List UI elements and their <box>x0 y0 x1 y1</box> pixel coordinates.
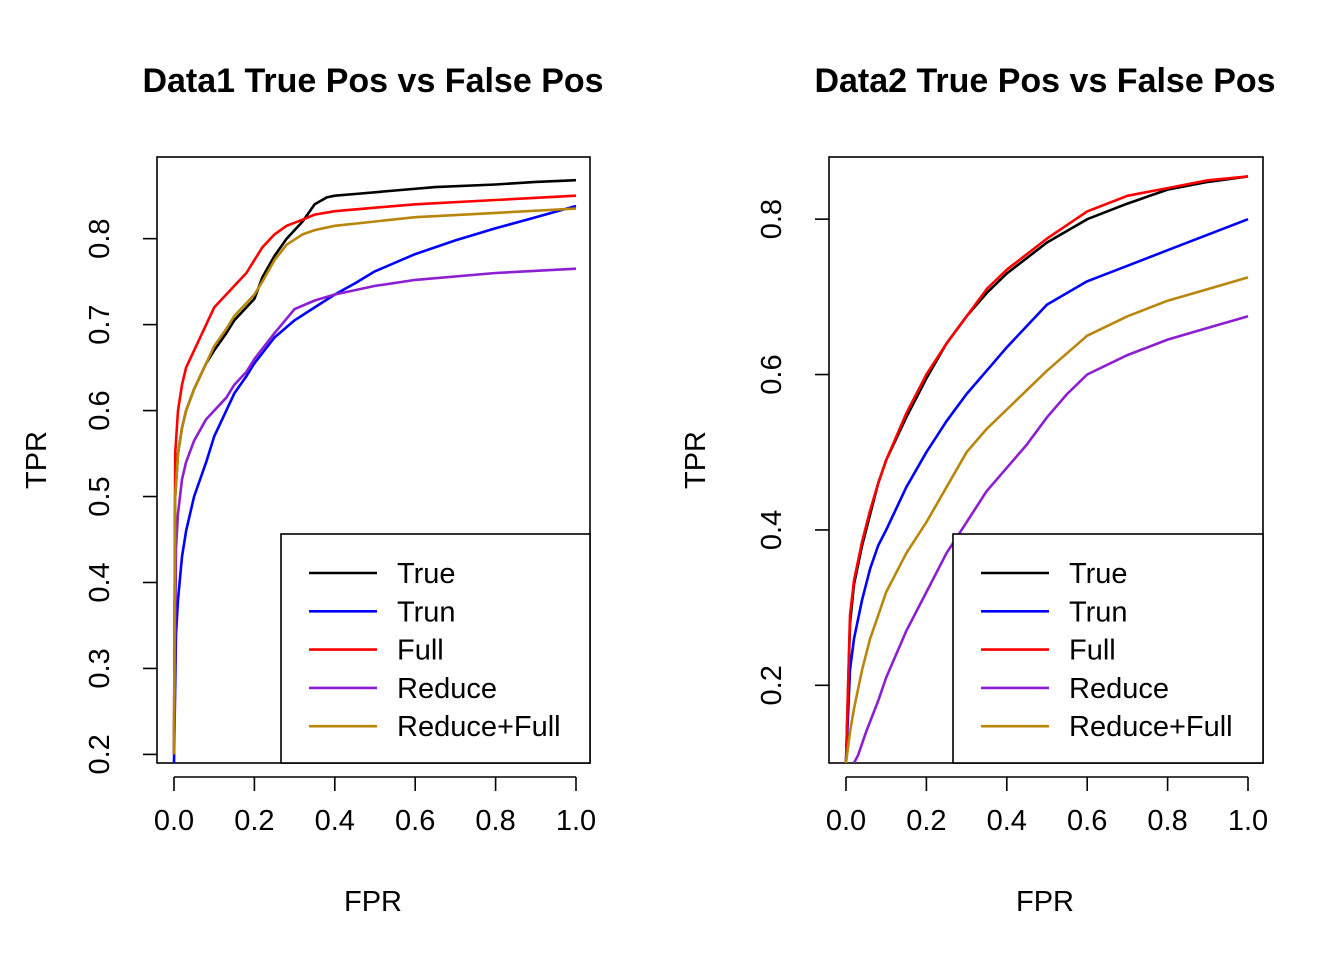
series-line-full <box>844 175 1249 763</box>
x-tick-label: 1.0 <box>556 805 596 837</box>
legend-label: Trun <box>397 596 456 628</box>
series-lines <box>172 178 577 763</box>
panel-data2: Data2 True Pos vs False Pos FPR TPR 0.0 0… <box>680 62 1276 918</box>
series-line-full <box>172 194 577 755</box>
legend: True Trun Full Reduce Reduce+Full <box>280 533 591 764</box>
legend-label: Reduce+Full <box>1069 711 1233 743</box>
legend-label: Reduce+Full <box>397 711 561 743</box>
x-tick-label: 0.8 <box>475 805 515 837</box>
legend-label: True <box>397 558 456 590</box>
x-axis: 0.0 0.2 0.4 0.6 0.8 1.0 <box>154 776 596 837</box>
y-tick-label: 0.8 <box>756 199 788 239</box>
series-line-reduce-full <box>172 207 577 755</box>
legend-label: True <box>1069 558 1128 590</box>
chart-title: Data2 True Pos vs False Pos <box>814 62 1275 100</box>
y-axis: 0.2 0.4 0.6 0.8 <box>756 199 829 705</box>
y-tick-label: 0.8 <box>84 218 116 258</box>
x-tick-label: 0.4 <box>987 805 1027 837</box>
x-tick-label: 0.4 <box>315 805 355 837</box>
x-tick-label: 0.6 <box>1067 805 1107 837</box>
x-tick-label: 0.0 <box>154 805 194 837</box>
series-line-trun <box>172 204 577 763</box>
y-axis: 0.2 0.3 0.4 0.5 0.6 0.7 0.8 <box>84 218 157 775</box>
x-axis-label: FPR <box>1016 886 1074 918</box>
y-tick-label: 0.3 <box>84 648 116 688</box>
x-tick-label: 0.6 <box>395 805 435 837</box>
x-tick-label: 0.0 <box>826 805 866 837</box>
chart-title: Data1 True Pos vs False Pos <box>142 62 603 100</box>
series-line-reduce-full <box>844 276 1249 763</box>
series-lines <box>844 175 1249 763</box>
x-tick-label: 0.2 <box>234 805 274 837</box>
y-tick-label: 0.4 <box>756 510 788 550</box>
y-tick-label: 0.7 <box>84 304 116 344</box>
legend-label: Reduce <box>1069 673 1169 705</box>
y-tick-label: 0.5 <box>84 476 116 516</box>
x-tick-label: 0.8 <box>1147 805 1187 837</box>
y-tick-label: 0.2 <box>756 665 788 705</box>
legend-label: Full <box>1069 635 1116 667</box>
x-axis: 0.0 0.2 0.4 0.6 0.8 1.0 <box>826 776 1268 837</box>
series-line-reduce <box>172 267 577 755</box>
legend-label: Full <box>397 635 444 667</box>
legend-label: Reduce <box>397 673 497 705</box>
panel-data1: Data1 True Pos vs False Pos FPR TPR 0.0 0… <box>21 62 604 918</box>
legend-label: Trun <box>1069 596 1128 628</box>
y-tick-label: 0.2 <box>84 734 116 774</box>
x-axis-label: FPR <box>344 886 402 918</box>
y-axis-label: TPR <box>21 431 53 489</box>
x-tick-label: 1.0 <box>1228 805 1268 837</box>
y-tick-label: 0.6 <box>756 354 788 394</box>
y-tick-label: 0.4 <box>84 562 116 602</box>
series-line-trun <box>844 217 1249 763</box>
y-tick-label: 0.6 <box>84 390 116 430</box>
x-tick-label: 0.2 <box>906 805 946 837</box>
y-axis-label: TPR <box>680 431 712 489</box>
legend: True Trun Full Reduce Reduce+Full <box>952 533 1264 764</box>
series-line-reduce <box>852 315 1249 763</box>
